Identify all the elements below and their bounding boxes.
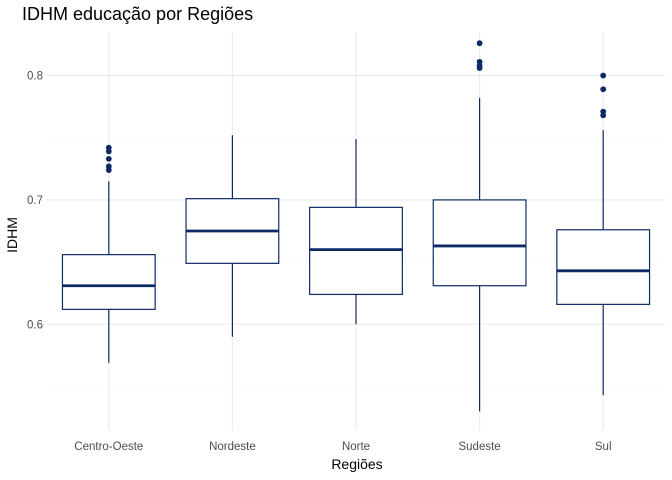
y-tick-label: 0.8 — [27, 71, 43, 83]
outlier-point — [476, 40, 483, 47]
outlier-point — [476, 58, 483, 65]
box-sudeste — [432, 40, 527, 412]
chart-title: IDHM educação por Regiões — [22, 4, 253, 24]
box-norte — [309, 138, 403, 325]
outlier-point — [105, 155, 112, 162]
box-centro-oeste — [61, 144, 156, 363]
box-sul — [556, 72, 651, 396]
y-tick-label: 0.7 — [27, 195, 43, 207]
x-tick-label: Centro-Oeste — [74, 441, 143, 453]
x-tick-label: Nordeste — [209, 441, 256, 453]
box-iqr — [556, 229, 651, 305]
box-iqr — [61, 254, 156, 310]
outlier-point — [105, 144, 112, 151]
outlier-point — [105, 163, 112, 170]
outlier-point — [600, 72, 607, 79]
box-nordeste — [185, 135, 280, 337]
y-axis-title: IDHM — [4, 217, 20, 253]
x-axis-title: Regiões — [331, 456, 382, 472]
x-tick-label: Sul — [595, 441, 612, 453]
outlier-point — [600, 86, 607, 93]
y-tick-label: 0.6 — [27, 319, 43, 331]
x-tick-label: Sudeste — [458, 441, 500, 453]
box-iqr — [432, 199, 527, 287]
x-axis-ticks: Centro-Oeste Nordeste Norte Sudeste Sul — [74, 441, 611, 453]
x-tick-label: Norte — [342, 441, 370, 453]
boxes — [61, 40, 651, 412]
outlier-point — [600, 108, 607, 115]
y-axis-ticks: 0.6 0.7 0.8 — [27, 71, 43, 332]
